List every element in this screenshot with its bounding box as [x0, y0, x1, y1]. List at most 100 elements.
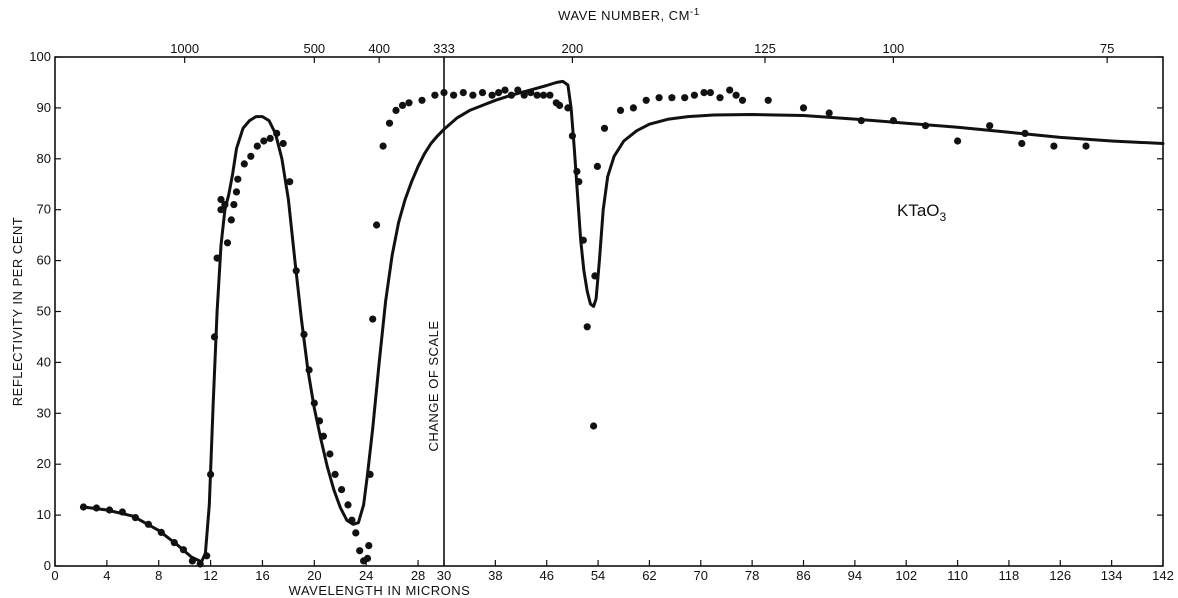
data-point: [286, 178, 294, 186]
top-tick-label: 200: [562, 41, 584, 56]
data-point: [292, 267, 300, 275]
x-tick-label-left: 12: [203, 568, 217, 583]
data-point: [131, 514, 139, 522]
data-point: [600, 124, 609, 132]
compound-label-text: KTaO: [897, 201, 940, 220]
data-point: [573, 167, 581, 176]
data-point: [568, 132, 577, 140]
data-point: [716, 94, 724, 102]
y-tick-label: 30: [37, 405, 51, 420]
x-tick-label-left: 24: [359, 568, 373, 583]
data-point: [279, 139, 287, 148]
x-tick-label-right: 94: [848, 568, 862, 583]
data-point: [501, 86, 509, 94]
data-point: [379, 142, 387, 150]
data-point: [230, 201, 238, 209]
compound-label-subscript: 3: [940, 210, 947, 224]
data-point: [440, 89, 448, 97]
compound-label: KTaO3: [897, 201, 947, 224]
y-tick-label: 0: [44, 558, 51, 573]
data-point: [234, 175, 242, 183]
data-point: [431, 91, 439, 99]
data-point: [247, 152, 255, 160]
data-point: [331, 470, 339, 478]
data-point: [217, 206, 225, 214]
data-point: [591, 272, 599, 280]
x-tick-label-right: 70: [694, 568, 708, 583]
data-point: [629, 104, 638, 112]
data-point: [157, 528, 165, 537]
data-point: [507, 91, 515, 99]
data-point: [488, 91, 496, 99]
data-point: [616, 106, 625, 114]
data-point: [305, 366, 313, 374]
top-tick-label: 500: [303, 41, 325, 56]
data-point: [642, 96, 650, 104]
data-point: [921, 122, 930, 130]
data-point: [459, 89, 467, 97]
data-point: [79, 503, 88, 511]
data-point: [338, 486, 346, 494]
data-point: [495, 89, 503, 97]
data-point: [232, 188, 241, 196]
data-point: [527, 89, 535, 97]
y-axis-title: REFLECTIVITY IN PER CENT: [10, 217, 25, 406]
data-point: [799, 104, 808, 112]
data-point: [986, 122, 994, 130]
data-point: [520, 91, 528, 99]
data-point: [260, 137, 268, 145]
data-point: [405, 99, 413, 107]
data-point: [478, 89, 487, 97]
data-point: [188, 557, 196, 565]
data-point: [690, 91, 699, 99]
data-point: [546, 91, 554, 99]
data-point: [1082, 142, 1090, 150]
data-point: [253, 142, 261, 150]
x-axis-title: WAVELENGTH IN MICRONS: [289, 583, 471, 598]
fitted-curve-layer: [82, 79, 1165, 564]
data-point: [266, 134, 274, 142]
data-point: [514, 86, 522, 94]
data-point: [469, 91, 477, 99]
x-tick-label-right: 54: [591, 568, 605, 583]
y-tick-label: 60: [37, 253, 51, 268]
data-point: [392, 106, 400, 114]
top-tick-label: 100: [883, 41, 905, 56]
data-point: [857, 117, 865, 125]
data-point: [706, 89, 715, 97]
data-point: [1021, 129, 1029, 137]
data-point: [564, 104, 572, 112]
top-tick-label: 400: [368, 41, 390, 56]
x-tick-label-right: 110: [947, 568, 968, 583]
data-point: [366, 470, 374, 478]
y-tick-label: 20: [37, 456, 51, 471]
data-point: [738, 96, 747, 104]
data-point: [273, 129, 281, 137]
y-tick-label: 100: [29, 49, 51, 64]
data-point: [223, 239, 232, 247]
data-point: [668, 94, 676, 102]
data-point: [825, 109, 833, 117]
data-point: [179, 546, 187, 554]
data-point: [196, 560, 204, 568]
y-tick-label: 50: [37, 304, 51, 319]
data-point: [217, 195, 225, 204]
data-point: [170, 539, 178, 547]
y-tick-label: 70: [37, 202, 51, 217]
top-tick-label: 333: [433, 41, 455, 56]
x-tick-label-left: 4: [103, 568, 110, 583]
data-point: [418, 96, 426, 104]
x-tick-label-right: 102: [895, 568, 917, 583]
data-point: [590, 422, 598, 430]
x-tick-label-right: 118: [999, 568, 1020, 583]
data-point: [556, 101, 564, 109]
data-point: [315, 417, 324, 425]
data-point: [326, 450, 334, 458]
data-point: [1018, 139, 1026, 148]
data-point: [319, 432, 327, 440]
data-point: [213, 254, 221, 262]
plot-frame: [54, 56, 1164, 567]
data-point: [352, 529, 360, 537]
